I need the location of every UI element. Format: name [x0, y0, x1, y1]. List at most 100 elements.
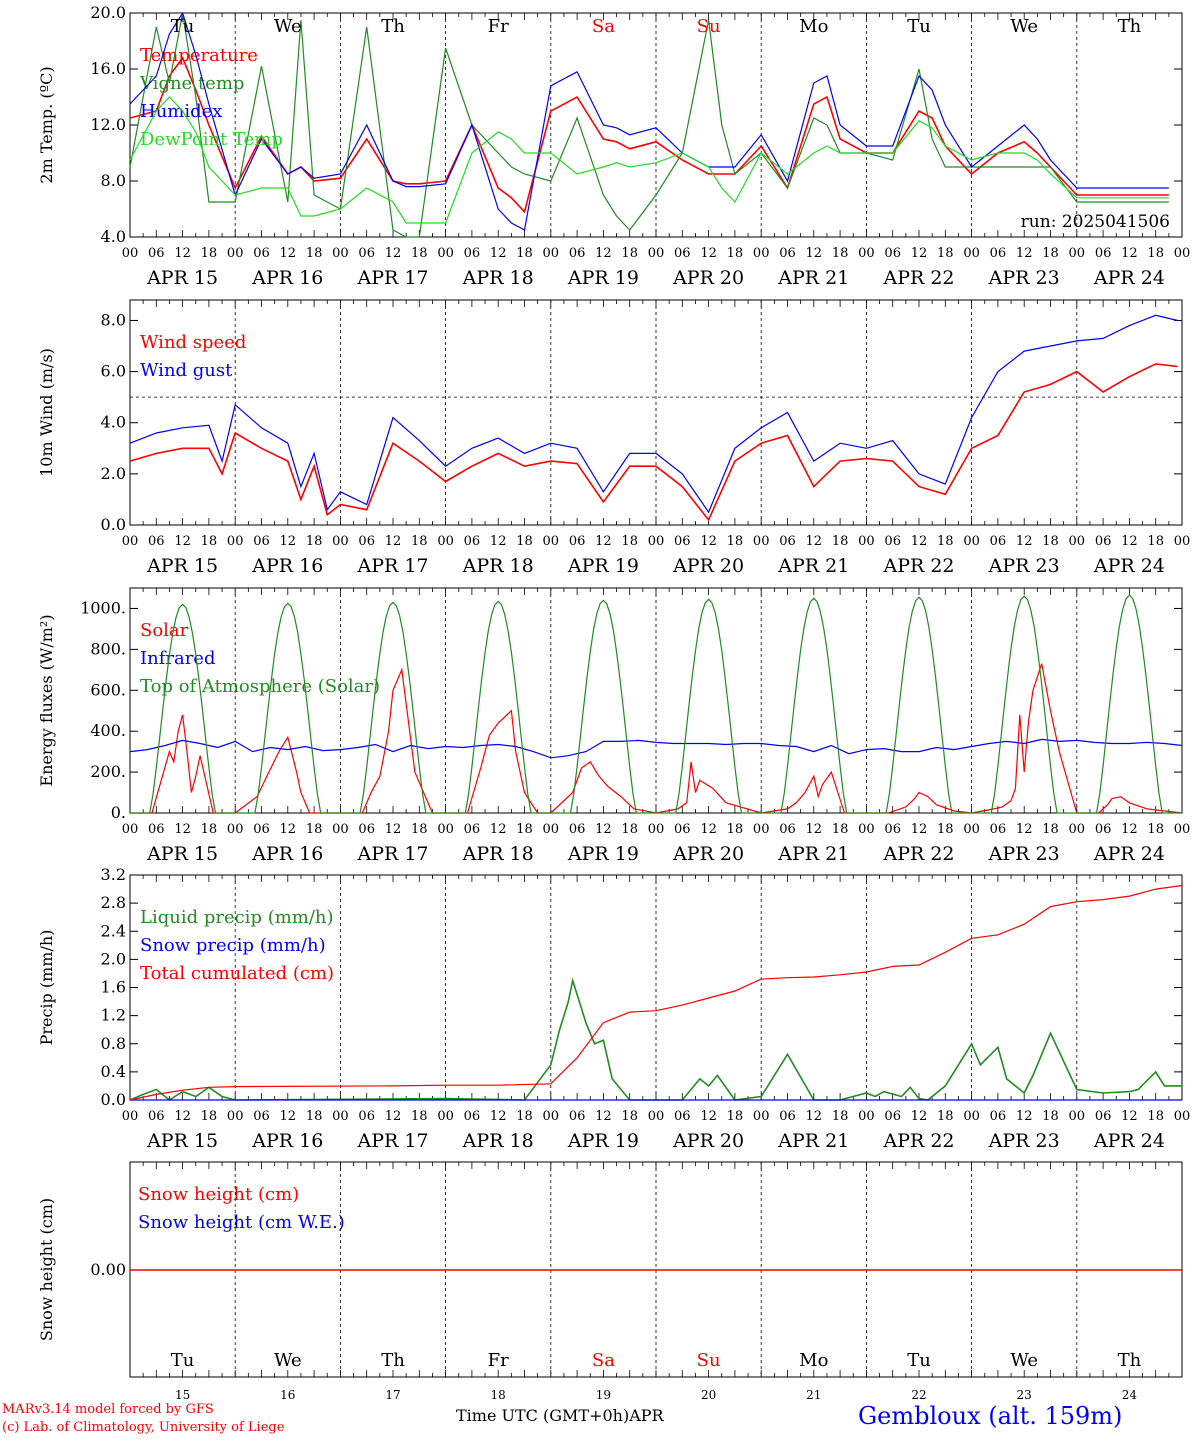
y-tick-label: 0.0 [101, 1090, 126, 1109]
hour-tick-label: 00 [963, 534, 980, 549]
y-tick-label: 2.0 [101, 464, 126, 483]
date-label: APR 18 [462, 267, 534, 289]
hour-tick-label: 06 [884, 822, 901, 837]
y-tick-label: 12.0 [90, 115, 126, 134]
hour-tick-label: 00 [753, 534, 770, 549]
y-axis-label: Precip (mm/h) [37, 930, 56, 1046]
hour-tick-label: 18 [1147, 1109, 1164, 1124]
date-label: APR 22 [882, 843, 954, 865]
hour-tick-label: 18 [201, 534, 218, 549]
series-line-total-cumulated-cm- [129, 884, 1183, 1101]
day-name-bottom: We [274, 1350, 302, 1371]
hour-tick-label: 12 [700, 246, 717, 261]
hour-tick-label: 12 [174, 246, 191, 261]
y-axis-label: 2m Temp. (ºC) [37, 66, 56, 183]
hour-tick-label: 00 [227, 534, 244, 549]
hour-tick-label: 06 [884, 246, 901, 261]
hour-tick-label: 18 [937, 534, 954, 549]
model-credit: MARv3.14 model forced by GFS [2, 1402, 214, 1417]
y-tick-label: 0.4 [101, 1062, 126, 1081]
hour-tick-label: 00 [543, 822, 560, 837]
legend-snow-precip-mm-h-: Snow precip (mm/h) [140, 935, 326, 956]
date-label: APR 24 [1093, 1130, 1165, 1152]
hour-tick-label: 06 [990, 246, 1007, 261]
y-tick-label: 1.2 [101, 1006, 126, 1025]
hour-tick-label: 18 [1147, 822, 1164, 837]
hour-tick-label: 18 [306, 822, 323, 837]
day-number: 24 [1122, 1388, 1138, 1402]
hour-tick-label: 00 [963, 1109, 980, 1124]
date-label: APR 18 [462, 1130, 534, 1152]
series-line-infrared [129, 738, 1183, 759]
hour-tick-label: 06 [779, 1109, 796, 1124]
legend-liquid-precip-mm-h-: Liquid precip (mm/h) [140, 907, 334, 928]
legend-snow-height-cm-w-e-: Snow height (cm W.E.) [138, 1212, 345, 1233]
hour-tick-label: 12 [280, 246, 297, 261]
legend-temperature: Temperature [140, 45, 258, 66]
hour-tick-label: 18 [937, 246, 954, 261]
hour-tick-label: 00 [227, 246, 244, 261]
hour-tick-label: 00 [648, 534, 665, 549]
hour-tick-label: 18 [937, 822, 954, 837]
hour-tick-label: 12 [1121, 534, 1138, 549]
hour-tick-label: 18 [727, 534, 744, 549]
hour-tick-label: 12 [911, 534, 928, 549]
hour-tick-label: 12 [911, 246, 928, 261]
hour-tick-label: 00 [858, 1109, 875, 1124]
hour-tick-label: 12 [280, 1109, 297, 1124]
date-label: APR 18 [462, 555, 534, 577]
hour-tick-label: 06 [779, 822, 796, 837]
day-number: 17 [385, 1388, 400, 1402]
hour-tick-label: 18 [937, 1109, 954, 1124]
legend-vigne-temp: Vigne temp [139, 73, 244, 94]
hour-tick-label: 12 [174, 534, 191, 549]
hour-tick-label: 06 [990, 822, 1007, 837]
day-name-bottom: Sa [592, 1350, 615, 1371]
date-label: APR 16 [251, 267, 323, 289]
hour-tick-label: 00 [858, 246, 875, 261]
hour-tick-label: 06 [779, 534, 796, 549]
hour-tick-label: 06 [674, 534, 691, 549]
day-name-bottom: Tu [171, 1350, 195, 1371]
day-name-bottom: Tu [907, 1350, 931, 1371]
hour-tick-label: 18 [727, 1109, 744, 1124]
legend-dewpoint-temp: DewPoint Temp [140, 129, 283, 150]
hour-tick-label: 18 [516, 246, 533, 261]
y-tick-label: 8.0 [101, 171, 126, 190]
series-line-liquid-precip-mm-h- [129, 977, 1182, 1101]
day-number: 20 [701, 1388, 716, 1402]
copyright: (c) Lab. of Climatology, University of L… [2, 1420, 285, 1435]
date-label: APR 15 [146, 843, 218, 865]
date-label: APR 22 [882, 267, 954, 289]
y-tick-label: 1.6 [101, 978, 126, 997]
hour-tick-label: 12 [1016, 246, 1033, 261]
hour-tick-label: 12 [595, 534, 612, 549]
hour-tick-label: 06 [253, 1109, 270, 1124]
hour-tick-label: 00 [648, 1109, 665, 1124]
date-label: APR 23 [988, 555, 1060, 577]
hour-tick-label: 06 [990, 1109, 1007, 1124]
date-label: APR 16 [251, 555, 323, 577]
y-tick-label: 4.0 [101, 413, 126, 432]
day-name-bottom: Fr [488, 1350, 509, 1371]
hour-tick-label: 12 [806, 1109, 823, 1124]
date-label: APR 21 [777, 555, 849, 577]
day-number: 19 [596, 1388, 611, 1402]
day-number: 18 [491, 1388, 506, 1402]
hour-tick-label: 12 [385, 246, 402, 261]
hour-tick-label: 18 [621, 822, 638, 837]
date-label: APR 20 [672, 1130, 744, 1152]
hour-tick-label: 12 [911, 1109, 928, 1124]
hour-tick-label: 12 [700, 534, 717, 549]
hour-tick-label: 06 [358, 1109, 375, 1124]
hour-tick-label: 12 [806, 822, 823, 837]
hour-tick-label: 12 [595, 246, 612, 261]
y-tick-label: 2.8 [101, 893, 126, 912]
date-label: APR 16 [251, 1130, 323, 1152]
hour-tick-label: 00 [858, 822, 875, 837]
hour-tick-label: 00 [1174, 534, 1191, 549]
series-line-vigne-temp [129, 12, 1169, 238]
date-label: APR 24 [1093, 555, 1165, 577]
hour-tick-label: 06 [253, 534, 270, 549]
hour-tick-label: 06 [884, 1109, 901, 1124]
